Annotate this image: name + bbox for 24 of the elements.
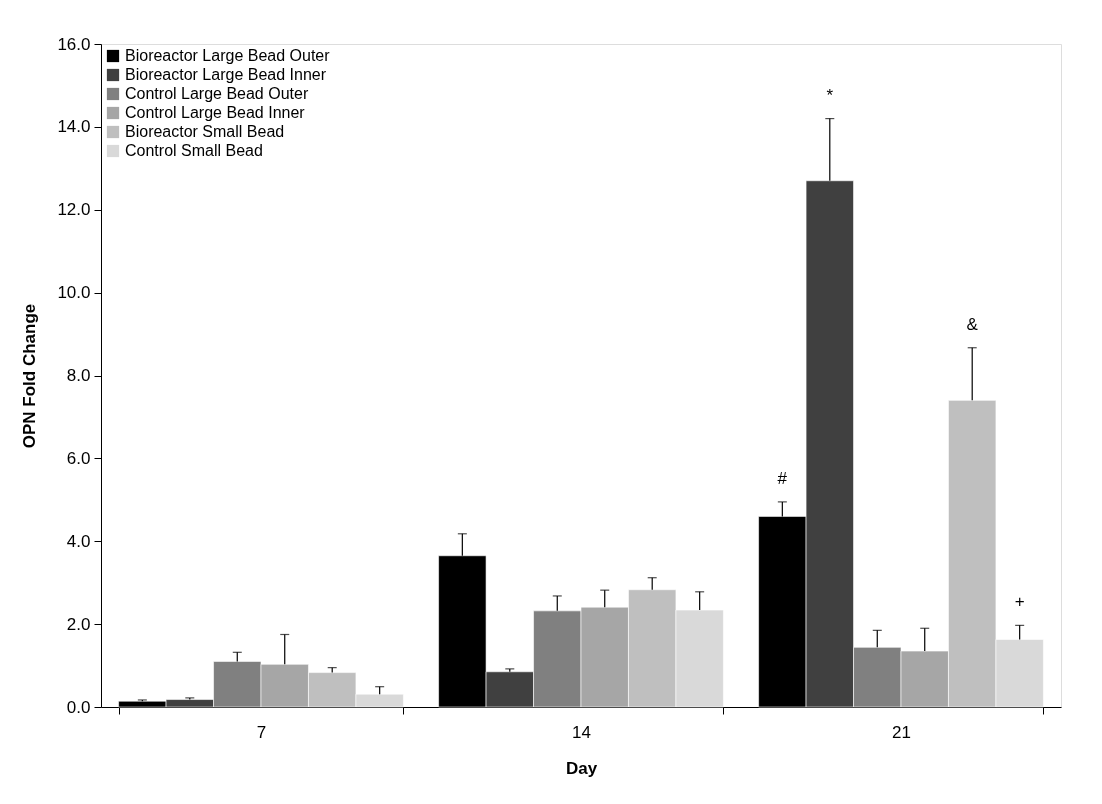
legend-label: Control Large Bead Inner bbox=[125, 104, 306, 121]
y-tick-label: 4.0 bbox=[66, 531, 91, 551]
y-tick-label: 8.0 bbox=[66, 366, 91, 385]
x-axis-title: Day bbox=[565, 758, 598, 778]
y-tick-label: 14.0 bbox=[57, 117, 91, 137]
annotation: & bbox=[966, 314, 979, 334]
y-axis-title: OPN Fold Change bbox=[20, 303, 40, 449]
legend-label: Bioreactor Small Bead bbox=[125, 123, 285, 140]
y-tick-label: 16.0 bbox=[57, 34, 91, 54]
legend-label: Bioreactor Large Bead Inner bbox=[125, 66, 327, 83]
y-tick-label: 12.0 bbox=[57, 200, 91, 220]
annotation: * bbox=[826, 85, 834, 105]
x-tick-label: 7 bbox=[256, 722, 267, 742]
annotation: # bbox=[777, 468, 788, 488]
legend-label: Control Large Bead Outer bbox=[125, 85, 309, 102]
legend-label: Control Small Bead bbox=[125, 142, 263, 159]
y-tick-label: 0.0 bbox=[66, 697, 91, 717]
y-tick-label: 2.0 bbox=[66, 614, 91, 634]
annotation: + bbox=[1014, 592, 1025, 612]
y-tick-label: 6.0 bbox=[66, 448, 91, 468]
legend-label: Bioreactor Large Bead Outer bbox=[125, 47, 331, 64]
x-tick-label: 21 bbox=[892, 722, 911, 742]
x-tick-label: 14 bbox=[572, 722, 591, 742]
y-tick-label: 10.0 bbox=[57, 283, 91, 303]
